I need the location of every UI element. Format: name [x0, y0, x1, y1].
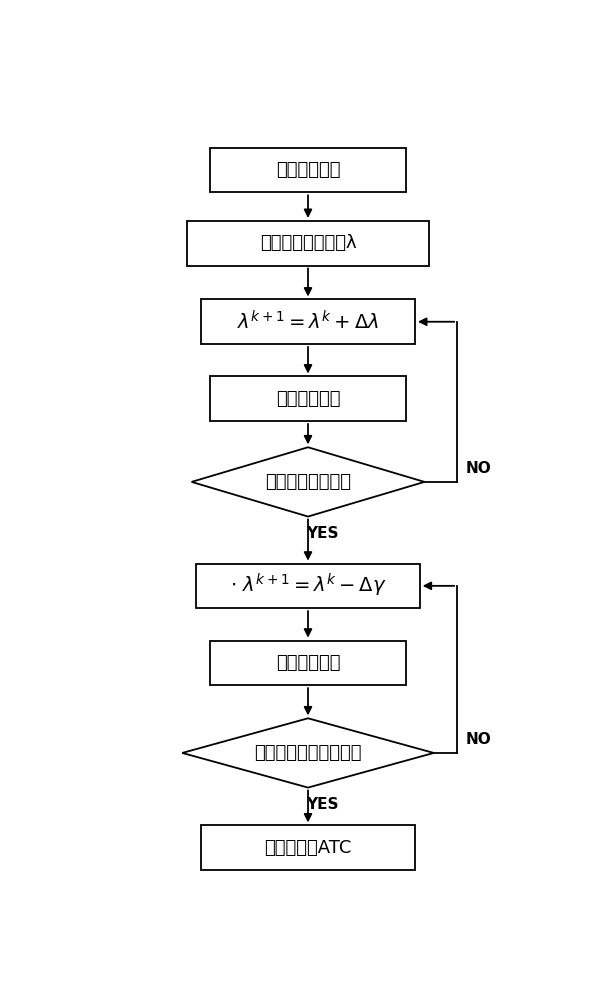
Text: $\lambda^{k+1}=\lambda^{k}+\Delta\lambda$: $\lambda^{k+1}=\lambda^{k}+\Delta\lambda… — [237, 310, 379, 333]
Bar — [210, 148, 406, 192]
Text: 引入功率变化因子λ: 引入功率变化因子λ — [260, 234, 356, 252]
Text: 进行潮流计算: 进行潮流计算 — [276, 161, 340, 179]
Bar — [201, 825, 415, 870]
Polygon shape — [182, 718, 434, 788]
Polygon shape — [192, 447, 424, 517]
Bar — [210, 376, 406, 421]
Text: $\cdot\ \lambda^{k+1}=\lambda^{k} - \Delta\gamma$: $\cdot\ \lambda^{k+1}=\lambda^{k} - \Del… — [230, 572, 386, 599]
Bar — [187, 221, 429, 266]
Text: NO: NO — [465, 461, 491, 476]
Text: YES: YES — [306, 526, 338, 541]
Text: 进行潮流计算: 进行潮流计算 — [276, 654, 340, 672]
Text: 计算得此时ATC: 计算得此时ATC — [264, 839, 352, 857]
Text: YES: YES — [306, 797, 338, 812]
Bar — [196, 564, 419, 608]
Bar — [201, 299, 415, 344]
Text: 所有约束条件都满足？: 所有约束条件都满足？ — [254, 744, 362, 762]
Text: 有约束条件越限？: 有约束条件越限？ — [265, 473, 351, 491]
Text: NO: NO — [465, 732, 491, 747]
Text: 进行潮流计算: 进行潮流计算 — [276, 390, 340, 408]
Bar — [210, 641, 406, 685]
